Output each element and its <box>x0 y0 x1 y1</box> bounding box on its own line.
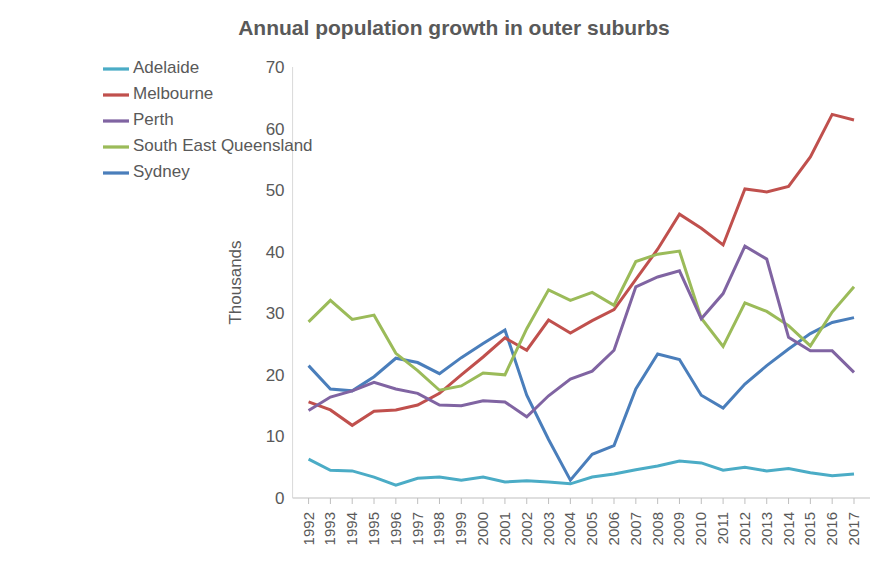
svg-text:2009: 2009 <box>670 512 687 545</box>
svg-text:0: 0 <box>275 489 284 508</box>
svg-text:1994: 1994 <box>343 512 360 545</box>
html-text:South East Queensland: South East Queensland <box>133 136 313 156</box>
html-text:Melbourne: Melbourne <box>133 84 214 104</box>
svg-text:30: 30 <box>266 304 285 323</box>
svg-text:2017: 2017 <box>845 512 862 545</box>
svg-text:10: 10 <box>266 427 285 446</box>
svg-text:2007: 2007 <box>627 512 644 545</box>
svg-text:2005: 2005 <box>583 512 600 545</box>
svg-text:2008: 2008 <box>649 512 666 545</box>
svg-text:2003: 2003 <box>540 512 557 545</box>
svg-text:2001: 2001 <box>496 512 513 545</box>
svg-text:50: 50 <box>266 181 285 200</box>
svg-text:60: 60 <box>266 120 285 139</box>
svg-text:1996: 1996 <box>387 512 404 545</box>
svg-text:40: 40 <box>266 243 285 262</box>
svg-text:2002: 2002 <box>518 512 535 545</box>
html-text:Perth: Perth <box>133 110 174 130</box>
svg-text:Thousands: Thousands <box>226 240 245 324</box>
svg-text:2010: 2010 <box>692 512 709 545</box>
svg-text:1993: 1993 <box>321 512 338 545</box>
svg-text:20: 20 <box>266 366 285 385</box>
svg-text:1997: 1997 <box>409 512 426 545</box>
svg-text:2006: 2006 <box>605 512 622 545</box>
svg-text:70: 70 <box>266 58 285 77</box>
svg-text:2004: 2004 <box>561 512 578 545</box>
svg-text:2014: 2014 <box>780 512 797 545</box>
svg-text:2013: 2013 <box>758 512 775 545</box>
svg-text:2011: 2011 <box>714 512 731 544</box>
svg-text:2012: 2012 <box>736 512 753 545</box>
svg-text:1992: 1992 <box>300 512 317 545</box>
html-text:Adelaide: Adelaide <box>133 58 200 78</box>
svg-text:2000: 2000 <box>474 512 491 545</box>
svg-text:1999: 1999 <box>452 512 469 545</box>
svg-text:2015: 2015 <box>801 512 818 545</box>
svg-text:1995: 1995 <box>365 512 382 545</box>
html-text:Sydney: Sydney <box>133 162 190 182</box>
svg-text:1998: 1998 <box>430 512 447 545</box>
svg-text:2016: 2016 <box>823 512 840 545</box>
html-text:Annual population growth in ou: Annual population growth in outer suburb… <box>238 16 670 39</box>
